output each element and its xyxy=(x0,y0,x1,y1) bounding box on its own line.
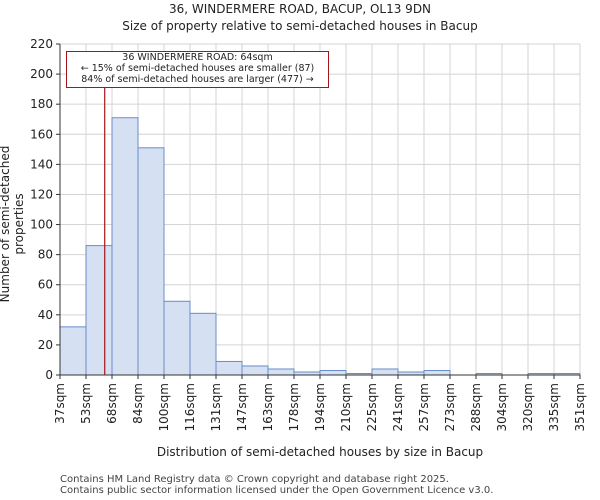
x-tick-label: 351sqm xyxy=(573,383,587,431)
x-tick-label: 210sqm xyxy=(339,383,353,431)
y-tick-label: 0 xyxy=(45,368,53,382)
histogram-bar xyxy=(59,326,87,376)
x-tick-label: 131sqm xyxy=(209,383,223,431)
x-tick-label: 225sqm xyxy=(365,383,379,431)
y-tick-label: 80 xyxy=(38,248,53,262)
x-tick-label: 335sqm xyxy=(547,383,561,431)
footer-line-1: Contains HM Land Registry data © Crown c… xyxy=(60,474,449,485)
y-tick-label: 160 xyxy=(30,127,53,141)
annotation-line-1: 36 WINDERMERE ROAD: 64sqm xyxy=(122,52,273,63)
chart-title: 36, WINDERMERE ROAD, BACUP, OL13 9DN xyxy=(168,2,432,16)
y-tick-label: 200 xyxy=(30,67,53,81)
x-tick-label: 84sqm xyxy=(131,383,145,424)
marker-annotation-box: 36 WINDERMERE ROAD: 64sqm ← 15% of semi-… xyxy=(66,51,329,88)
footer-line-2: Contains public sector information licen… xyxy=(60,485,494,496)
histogram-bar xyxy=(423,369,451,376)
histogram-bar xyxy=(215,360,243,376)
y-tick-label: 120 xyxy=(30,187,53,201)
x-tick-label: 288sqm xyxy=(469,383,483,431)
histogram-bar xyxy=(371,368,399,376)
x-tick-label: 116sqm xyxy=(183,383,197,431)
histogram-bar xyxy=(85,245,113,376)
x-tick-label: 37sqm xyxy=(53,383,67,424)
x-tick-label: 257sqm xyxy=(417,383,431,431)
histogram-bar xyxy=(137,147,165,376)
histogram-bar xyxy=(163,300,191,376)
x-tick-label: 163sqm xyxy=(261,383,275,431)
y-tick-label: 20 xyxy=(38,338,53,352)
y-tick-label: 180 xyxy=(30,97,53,111)
histogram-bar xyxy=(111,117,139,376)
x-tick-label: 53sqm xyxy=(79,383,93,424)
x-tick-label: 178sqm xyxy=(287,383,301,431)
x-tick-label: 304sqm xyxy=(495,383,509,431)
x-tick-label: 194sqm xyxy=(313,383,327,431)
x-tick-label: 100sqm xyxy=(157,383,171,431)
x-tick-label: 68sqm xyxy=(105,383,119,424)
histogram-bar xyxy=(319,369,347,376)
annotation-line-2: ← 15% of semi-detached houses are smalle… xyxy=(80,63,315,74)
x-tick-label: 241sqm xyxy=(391,383,405,431)
y-tick-label: 60 xyxy=(38,278,53,292)
y-tick-label: 220 xyxy=(30,37,53,51)
histogram-bar xyxy=(241,365,269,376)
x-tick-label: 273sqm xyxy=(443,383,457,431)
chart-subtitle: Size of property relative to semi-detach… xyxy=(122,19,478,33)
x-tick-label: 320sqm xyxy=(521,383,535,431)
y-tick-label: 100 xyxy=(30,218,53,232)
histogram-bar xyxy=(267,368,295,376)
histogram-bar xyxy=(189,312,217,376)
x-axis-label: Distribution of semi-detached houses by … xyxy=(156,445,484,459)
x-tick-label: 147sqm xyxy=(235,383,249,431)
annotation-line-3: 84% of semi-detached houses are larger (… xyxy=(81,74,314,85)
y-tick-label: 40 xyxy=(38,308,53,322)
y-tick-label: 140 xyxy=(30,157,53,171)
y-axis-label: Number of semi-detached properties xyxy=(0,145,26,303)
